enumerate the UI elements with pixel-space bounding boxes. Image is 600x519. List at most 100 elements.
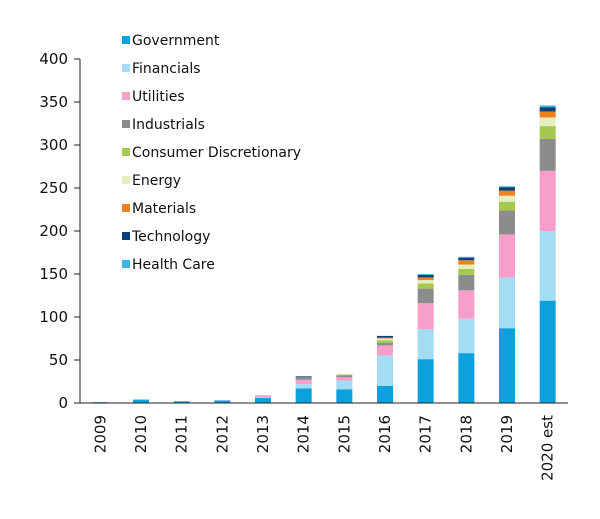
bar-materials-2016 (377, 337, 393, 339)
x-tick-label: 2013 (254, 415, 272, 453)
bar-utilities-2017 (417, 303, 434, 330)
bar-stack-2017 (417, 274, 434, 403)
bar-technology-2014 (295, 376, 312, 378)
bar-stack-2011 (173, 401, 190, 403)
y-tick-label: 400 (39, 50, 68, 68)
bar-stack-2016 (377, 335, 393, 403)
legend-item-energy: Energy (122, 173, 181, 189)
bar-energy-2016 (377, 338, 393, 341)
legend-label: Technology (131, 229, 210, 245)
bar-materials-2019 (499, 190, 515, 196)
bar-government-2017 (417, 359, 434, 403)
bar-industrials-2019 (499, 210, 515, 235)
x-tick-label: 2014 (295, 415, 313, 453)
bar-industrials-2014 (295, 377, 312, 380)
bar-government-2014 (295, 388, 312, 403)
bar-stack-2010 (133, 399, 149, 403)
x-tick-label: 2009 (91, 415, 109, 453)
bar-financials-2014 (295, 384, 312, 389)
legend-swatch (122, 204, 130, 212)
bar-energy-2018 (458, 264, 475, 269)
bar-government-2010 (133, 399, 149, 403)
bar-industrials-2020-est (539, 138, 556, 171)
y-tick-label: 0 (58, 394, 68, 412)
legend-label: Government (132, 33, 220, 49)
legend-label: Utilities (132, 89, 185, 105)
bar-consumer-discretionary-2015 (336, 374, 353, 376)
bar-consumer-discretionary-2020-est (539, 126, 556, 139)
x-axis: 2009 2010 2011 2012 2013 2014 2015 2016 2017 2018… (80, 402, 568, 481)
bar-government-2019 (499, 328, 515, 403)
bar-financials-2013 (255, 396, 271, 398)
bar-stack-2015 (336, 373, 353, 403)
legend-label: Financials (132, 61, 201, 77)
bar-government-2015 (336, 389, 353, 403)
bar-stack-2018 (458, 256, 475, 403)
bar-government-2018 (458, 353, 475, 403)
bar-industrials-2018 (458, 274, 475, 291)
bar-financials-2017 (417, 329, 434, 360)
bar-materials-2018 (458, 260, 475, 265)
legend-swatch (122, 232, 130, 240)
x-tick-label: 2010 (132, 415, 150, 453)
bar-energy-2020-est (539, 117, 556, 127)
x-tick-label: 2015 (335, 415, 353, 453)
bar-stack-2014 (295, 376, 312, 403)
legend-label: Health Care (132, 257, 215, 273)
bar-utilities-2013 (255, 395, 271, 397)
bar-health-care-2020-est (539, 105, 556, 108)
legend-item-financials: Financials (122, 61, 201, 77)
bar-consumer-discretionary-2019 (499, 201, 515, 211)
legend-swatch (122, 120, 130, 128)
bar-health-care-2018 (458, 256, 475, 258)
bar-technology-2016 (377, 335, 393, 338)
bar-consumer-discretionary-2018 (458, 268, 475, 275)
legend-label: Energy (132, 173, 181, 189)
bar-government-2013 (255, 397, 271, 403)
legend-item-utilities: Utilities (122, 89, 185, 105)
bar-utilities-2016 (377, 345, 393, 356)
y-tick-label: 150 (39, 265, 68, 283)
y-tick-label: 300 (39, 136, 68, 154)
legend-swatch (122, 148, 130, 156)
bar-consumer-discretionary-2017 (417, 283, 434, 289)
legend-swatch (122, 36, 130, 44)
y-tick-label: 200 (39, 222, 68, 240)
bar-financials-2019 (499, 277, 515, 329)
legend-item-materials: Materials (122, 201, 196, 217)
bar-industrials-2015 (336, 375, 353, 378)
bar-technology-2019 (499, 187, 515, 191)
bar-technology-2018 (458, 257, 475, 261)
y-tick-label: 100 (39, 308, 68, 326)
bar-technology-2020-est (539, 107, 556, 112)
bar-materials-2020-est (539, 111, 556, 118)
y-tick-label: 50 (49, 351, 68, 369)
bar-utilities-2014 (295, 379, 312, 385)
y-tick-label: 350 (39, 93, 68, 111)
legend-item-industrials: Industrials (122, 117, 205, 133)
x-tick-label: 2019 (498, 415, 516, 453)
y-axis: 0 50 100 150 200 250 300 350 400 (39, 50, 81, 412)
bar-government-2012 (214, 400, 231, 403)
legend-label: Materials (132, 201, 196, 217)
x-tick-label: 2018 (457, 415, 475, 453)
bar-stack-2013 (255, 395, 271, 403)
bar-financials-2016 (377, 355, 393, 386)
bar-health-care-2019 (499, 186, 515, 188)
bar-financials-2015 (336, 380, 353, 390)
bar-utilities-2015 (336, 377, 353, 381)
x-tick-label: 2012 (213, 415, 231, 453)
bar-energy-2019 (499, 195, 515, 202)
x-tick-label: 2020 est (539, 415, 557, 481)
bar-utilities-2018 (458, 290, 475, 319)
legend-item-consumer-discretionary: Consumer Discretionary (122, 145, 301, 161)
bar-stack-2019 (499, 186, 515, 403)
legend-swatch (122, 260, 130, 268)
legend-item-technology: Technology (122, 229, 210, 245)
bar-technology-2017 (417, 274, 434, 278)
bar-energy-2015 (336, 373, 353, 375)
bar-energy-2017 (417, 280, 434, 284)
bar-utilities-2020-est (539, 170, 556, 231)
bar-financials-2020-est (539, 231, 556, 301)
